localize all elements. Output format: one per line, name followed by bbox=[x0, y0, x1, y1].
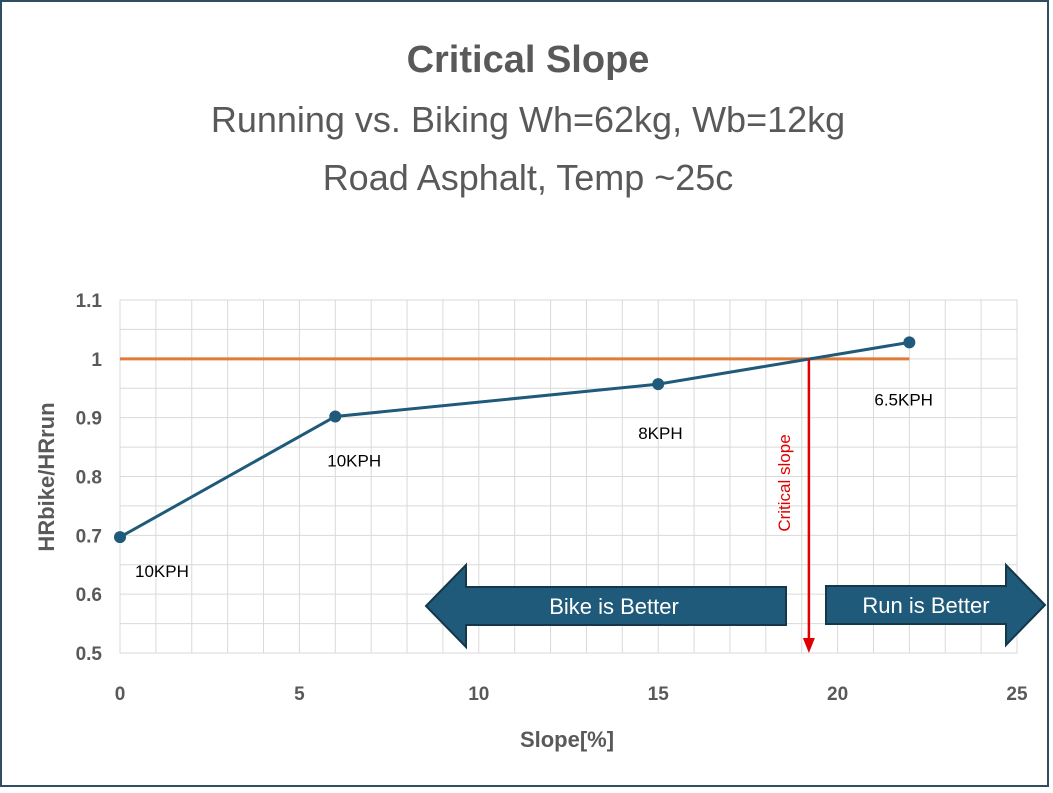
chart-title: Critical Slope bbox=[407, 39, 650, 81]
y-tick-label: 1.1 bbox=[76, 291, 103, 312]
y-tick-label: 0.7 bbox=[76, 526, 102, 547]
run-better-label: Run is Better bbox=[862, 593, 989, 618]
run-better-arrow bbox=[825, 562, 1047, 648]
chart-marks: 10KPH 10KPH 8KPH 6.5KPH bbox=[114, 336, 933, 581]
data-point bbox=[652, 378, 665, 391]
data-point bbox=[903, 336, 916, 349]
x-tick-label: 15 bbox=[648, 684, 670, 705]
y-axis-label: HRbike/HRrun bbox=[34, 402, 59, 551]
annotations: Critical slope Bike is Better Run is Bette… bbox=[424, 358, 1047, 653]
x-tick-label: 25 bbox=[1006, 684, 1028, 705]
x-tick-label: 5 bbox=[294, 684, 305, 705]
plot-area-border bbox=[119, 299, 1018, 654]
x-tick-label: 10 bbox=[468, 684, 489, 705]
data-point-label: 8KPH bbox=[638, 424, 682, 443]
data-point-label: 6.5KPH bbox=[874, 390, 933, 409]
y-tick-label: 0.6 bbox=[76, 585, 102, 606]
data-point bbox=[114, 531, 126, 544]
data-point-label: 10KPH bbox=[135, 562, 189, 581]
critical-slope-arrowhead bbox=[802, 638, 815, 653]
bike-better-arrow bbox=[424, 562, 787, 650]
x-axis-label: Slope[%] bbox=[520, 727, 614, 752]
x-tick-label: 20 bbox=[827, 684, 848, 705]
critical-slope-label: Critical slope bbox=[775, 434, 794, 531]
chart-subtitle-line-1: Running vs. Biking Wh=62kg, Wb=12kg bbox=[211, 99, 845, 140]
data-point bbox=[329, 410, 342, 423]
y-tick-label: 0.5 bbox=[76, 644, 103, 665]
x-tick-label: 0 bbox=[115, 684, 126, 705]
bike-better-label: Bike is Better bbox=[549, 594, 679, 619]
series-line bbox=[119, 340, 910, 539]
y-tick-label: 0.9 bbox=[76, 409, 102, 430]
y-tick-label: 0.8 bbox=[76, 468, 102, 489]
chart-subtitle-line-2: Road Asphalt, Temp ~25c bbox=[323, 157, 734, 198]
axis-ticks: 0 5 10 15 20 25 0.5 0.6 0.7 0.8 0.9 1 1.1 bbox=[76, 291, 1028, 705]
data-point-label: 10KPH bbox=[327, 451, 381, 470]
y-tick-label: 1 bbox=[91, 350, 102, 371]
